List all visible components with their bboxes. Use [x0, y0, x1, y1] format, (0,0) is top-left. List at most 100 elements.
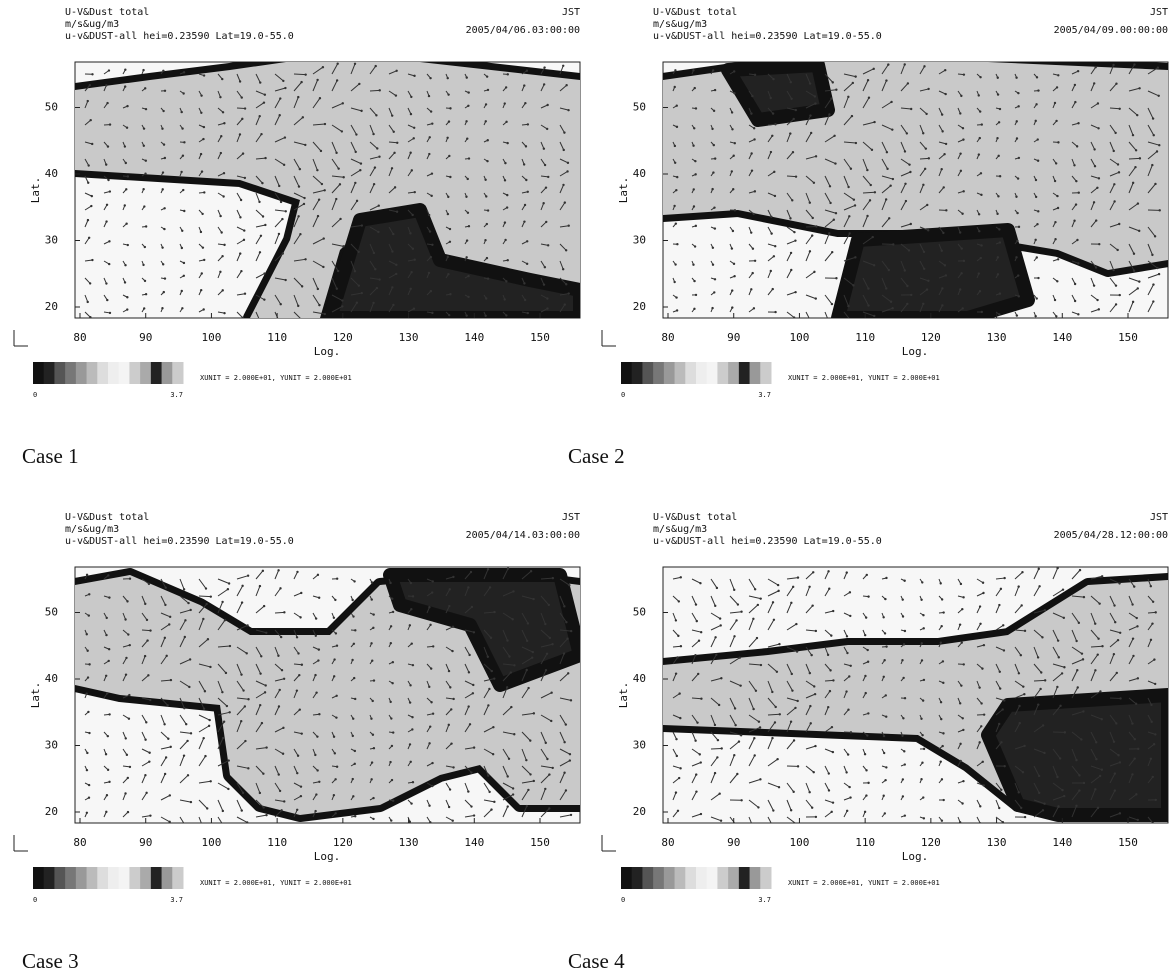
axis-glyph	[602, 835, 616, 851]
arrow-head	[866, 574, 868, 576]
arrow-head	[770, 97, 772, 99]
arrow-head	[867, 595, 869, 597]
arrow-head	[124, 145, 126, 147]
arrow-head	[848, 675, 850, 677]
arrow-head	[942, 799, 944, 801]
wind-arrow	[787, 176, 796, 177]
arrow-head	[1115, 722, 1117, 724]
colorbar-cell	[675, 362, 686, 384]
arrow-head	[487, 209, 489, 211]
arrow-head	[922, 132, 924, 134]
arrow-head	[771, 737, 773, 739]
arrow-head	[832, 81, 834, 83]
arrow-head	[264, 224, 266, 226]
arrow-head	[1151, 164, 1153, 166]
arrow-head	[1064, 731, 1066, 733]
arrow-head	[675, 189, 677, 191]
arrow-head	[337, 270, 339, 272]
arrow-head	[371, 761, 373, 763]
arrow-head	[1018, 672, 1020, 674]
arrow-head	[164, 157, 166, 159]
arrow-head	[88, 593, 90, 595]
arrow-head	[533, 712, 535, 714]
arrow-head	[506, 686, 508, 688]
arrow-head	[750, 288, 752, 290]
arrow-head	[1076, 145, 1078, 147]
arrow-head	[335, 632, 337, 634]
arrow-head	[695, 294, 697, 296]
arrow-head	[282, 753, 284, 755]
arrow-head	[523, 84, 525, 86]
arrow-head	[335, 198, 337, 200]
arrow-head	[333, 736, 335, 738]
arrow-head	[569, 753, 571, 755]
arrow-head	[810, 320, 812, 322]
arrow-head	[1000, 588, 1002, 590]
arrow-head	[793, 739, 795, 741]
arrow-head	[864, 753, 866, 755]
arrow-head	[429, 136, 431, 138]
arrow-head	[865, 692, 867, 694]
arrow-head	[778, 786, 780, 788]
arrow-head	[161, 128, 163, 130]
arrow-head	[772, 288, 774, 290]
arrow-head	[223, 720, 225, 722]
arrow-head	[1078, 191, 1080, 193]
arrow-head	[491, 670, 493, 672]
arrow-head	[108, 713, 110, 715]
arrow-head	[374, 268, 376, 270]
arrow-head	[677, 810, 679, 812]
arrow-head	[866, 734, 868, 736]
arrow-head	[752, 213, 754, 215]
x-tick-label: 150	[530, 836, 550, 849]
x-tick-label: 120	[921, 836, 941, 849]
arrow-head	[125, 673, 127, 675]
arrow-head	[922, 699, 924, 701]
colorbar-max: 3.7	[758, 391, 771, 399]
arrow-head	[548, 773, 550, 775]
arrow-head	[1061, 789, 1063, 791]
arrow-head	[148, 760, 150, 762]
arrow-head	[318, 198, 320, 200]
arrow-head	[1022, 685, 1024, 687]
arrow-head	[731, 128, 733, 130]
arrow-head	[832, 751, 834, 753]
arrow-head	[809, 114, 811, 116]
arrow-head	[791, 689, 793, 691]
arrow-head	[734, 724, 736, 726]
arrow-head	[106, 794, 108, 796]
arrow-head	[695, 225, 697, 227]
arrow-head	[570, 630, 572, 632]
x-tick-label: 90	[139, 836, 152, 849]
arrow-head	[808, 586, 810, 588]
wind-arrow	[806, 226, 816, 227]
arrow-head	[182, 92, 184, 94]
arrow-head	[1003, 699, 1005, 701]
x-tick-label: 130	[987, 836, 1007, 849]
arrow-head	[943, 186, 945, 188]
arrow-head	[1150, 704, 1152, 706]
arrow-head	[1057, 207, 1059, 209]
arrow-head	[998, 228, 1000, 230]
arrow-head	[809, 201, 811, 203]
arrow-head	[281, 218, 283, 220]
arrow-head	[525, 145, 527, 147]
arrow-head	[409, 624, 411, 626]
arrow-head	[873, 264, 875, 266]
arrow-head	[86, 633, 88, 635]
arrow-head	[527, 687, 529, 689]
arrow-head	[809, 250, 811, 252]
arrow-head	[719, 617, 721, 619]
arrow-head	[770, 216, 772, 218]
arrow-head	[1057, 141, 1059, 143]
arrow-head	[565, 84, 567, 86]
arrow-head	[1059, 757, 1061, 759]
arrow-head	[370, 778, 372, 780]
arrow-head	[552, 577, 554, 579]
arrow-head	[142, 188, 144, 190]
arrow-head	[791, 673, 793, 675]
arrow-head	[1057, 258, 1059, 260]
arrow-head	[866, 215, 868, 217]
arrow-head	[371, 598, 373, 600]
arrow-head	[354, 182, 356, 184]
